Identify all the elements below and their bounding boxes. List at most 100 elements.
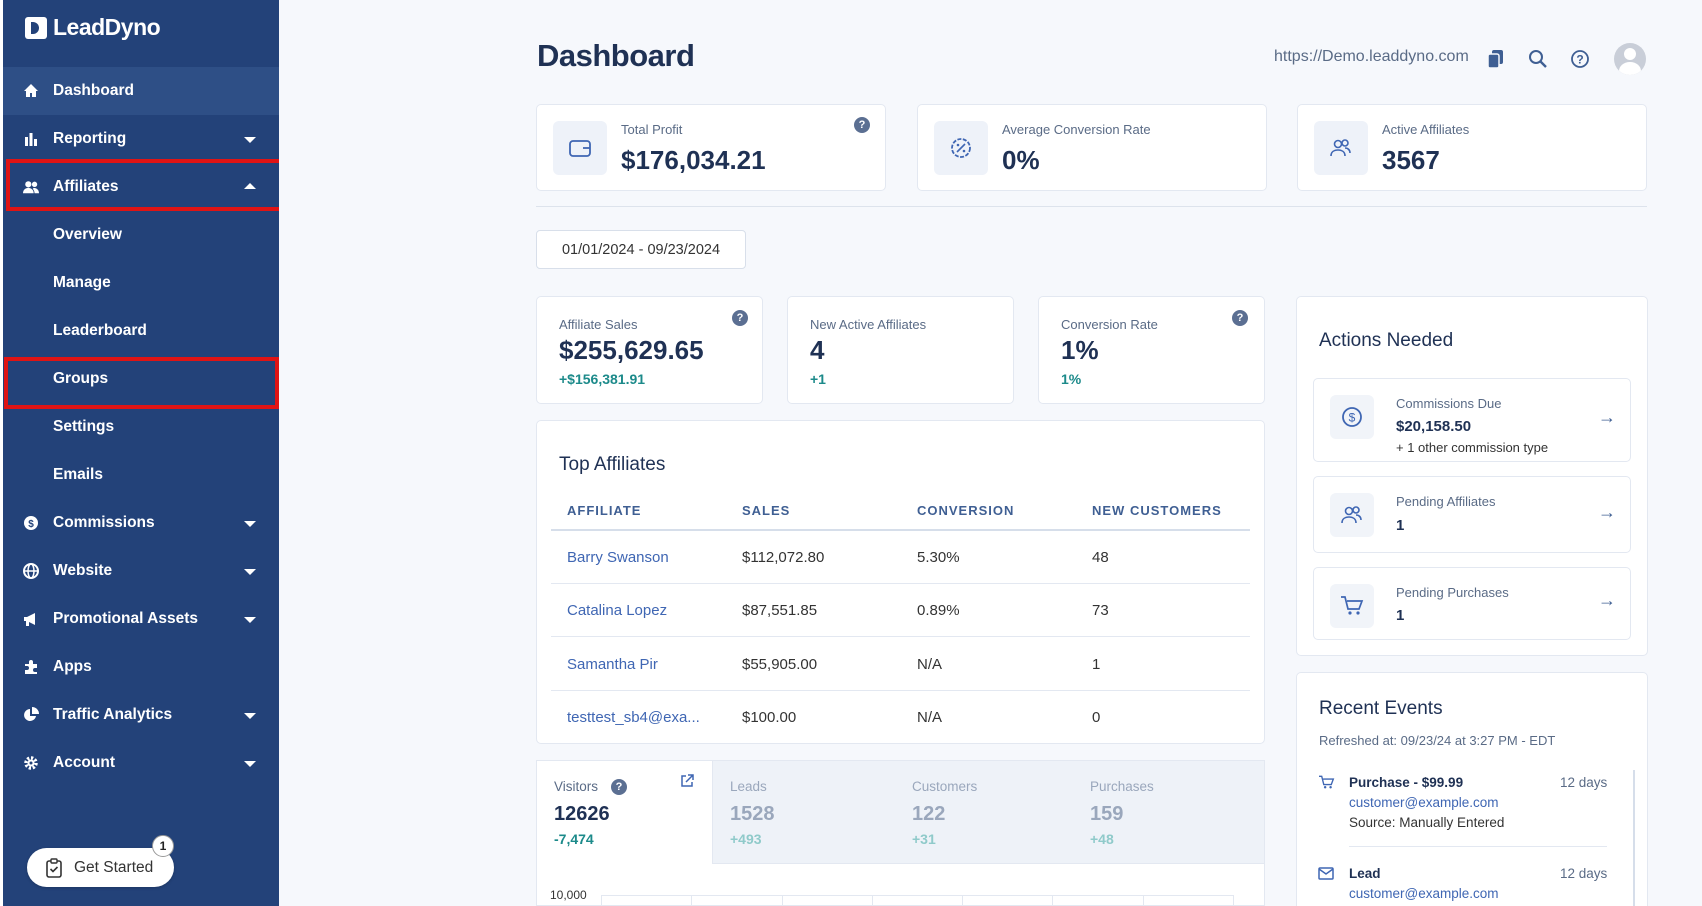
- help-icon[interactable]: ?: [1568, 47, 1592, 71]
- grid-column: [781, 895, 872, 906]
- tab-value: 159: [1090, 803, 1124, 825]
- date-range-picker[interactable]: 01/01/2024 - 09/23/2024: [536, 230, 746, 269]
- metric-change: 1%: [1061, 371, 1082, 387]
- get-started-button[interactable]: Get Started 1: [27, 835, 174, 887]
- row-divider: [551, 690, 1250, 691]
- sidebar-item-promotional-assets[interactable]: Promotional Assets: [3, 595, 279, 643]
- svg-text:$: $: [28, 519, 34, 530]
- metric-change: +1: [810, 371, 826, 387]
- action-subtext: + 1 other commission type: [1396, 440, 1549, 455]
- new-customers-cell: 48: [1092, 549, 1109, 566]
- megaphone-icon: [23, 611, 39, 627]
- metric-label: New Active Affiliates: [810, 317, 927, 332]
- sidebar-item-affiliates[interactable]: Affiliates: [3, 163, 279, 211]
- action-pending-affiliates[interactable]: Pending Affiliates 1 →: [1313, 476, 1631, 553]
- sidebar-subitem-overview[interactable]: Overview: [3, 211, 279, 259]
- action-commissions-due[interactable]: $ Commissions Due $20,158.50 + 1 other c…: [1313, 378, 1631, 462]
- search-icon[interactable]: [1526, 47, 1550, 71]
- chevron-down-icon: [244, 713, 256, 719]
- tab-label: Visitors: [554, 779, 599, 794]
- get-started-label: Get Started: [74, 858, 154, 876]
- event-time: 12 days: [1560, 775, 1608, 790]
- action-label: Commissions Due: [1396, 396, 1502, 411]
- grid-columns: [601, 895, 1234, 906]
- info-icon[interactable]: ?: [1232, 310, 1248, 326]
- metric-label: Affiliate Sales: [559, 317, 638, 332]
- gear-icon: [23, 755, 39, 771]
- sidebar-subitem-leaderboard[interactable]: Leaderboard: [3, 307, 279, 355]
- column-header-affiliate[interactable]: AFFILIATE: [567, 503, 642, 518]
- sidebar-subitem-groups[interactable]: Groups: [3, 355, 279, 403]
- page-title: Dashboard: [537, 38, 695, 73]
- metric-value: $255,629.65: [559, 335, 704, 365]
- scrollbar[interactable]: [1633, 770, 1635, 906]
- sidebar-item-website[interactable]: Website: [3, 547, 279, 595]
- tab-leads[interactable]: Leads 1528 +493: [713, 761, 895, 865]
- event-email-link[interactable]: customer@example.com: [1349, 886, 1499, 901]
- sidebar-item-dashboard[interactable]: Dashboard: [3, 67, 279, 115]
- affiliate-name-link[interactable]: Samantha Pir: [567, 656, 658, 673]
- stat-value: 0%: [1002, 145, 1040, 175]
- cart-icon: [1330, 584, 1374, 628]
- action-pending-purchases[interactable]: Pending Purchases 1 →: [1313, 567, 1631, 640]
- affiliate-name-link[interactable]: testtest_sb4@exa...: [567, 709, 700, 726]
- y-axis-tick: 10,000: [550, 888, 587, 902]
- sidebar-item-label: Reporting: [53, 130, 127, 147]
- metric-value: 1%: [1061, 335, 1099, 365]
- actions-needed-title: Actions Needed: [1319, 330, 1454, 351]
- copy-icon[interactable]: [1484, 47, 1508, 71]
- conversion-cell: N/A: [917, 656, 943, 673]
- event-email-link[interactable]: customer@example.com: [1349, 795, 1499, 810]
- tab-value: 122: [912, 803, 946, 825]
- users-icon: [23, 179, 39, 195]
- external-link-icon[interactable]: [680, 774, 694, 793]
- arrow-right-icon[interactable]: →: [1598, 590, 1616, 610]
- mail-icon: [1318, 867, 1334, 885]
- sidebar-item-commissions[interactable]: $ Commissions: [3, 499, 279, 547]
- users-icon: [1314, 121, 1368, 175]
- stat-label: Average Conversion Rate: [1002, 122, 1151, 137]
- stat-label: Total Profit: [621, 122, 683, 137]
- tab-visitors[interactable]: Visitors ? 12626 -7,474: [537, 761, 713, 865]
- affiliate-name-link[interactable]: Barry Swanson: [567, 549, 669, 566]
- metric-card-affiliate-sales: Affiliate Sales $255,629.65 +$156,381.91…: [536, 296, 763, 404]
- brand-logo[interactable]: LeadDyno: [25, 14, 161, 41]
- sidebar-subitem-emails[interactable]: Emails: [3, 451, 279, 499]
- sales-cell: $100.00: [742, 709, 797, 726]
- avatar[interactable]: [1614, 43, 1646, 75]
- sidebar-item-label: Account: [53, 754, 115, 771]
- sidebar-item-apps[interactable]: Apps: [3, 643, 279, 691]
- tab-label: Customers: [912, 779, 978, 794]
- info-icon[interactable]: ?: [854, 117, 870, 133]
- tab-purchases[interactable]: Purchases 159 +48: [1073, 761, 1266, 865]
- arrow-right-icon[interactable]: →: [1598, 502, 1616, 522]
- sidebar-item-label: Promotional Assets: [53, 610, 198, 627]
- stat-card-active-affiliates: Active Affiliates 3567: [1297, 104, 1647, 191]
- row-divider: [551, 583, 1250, 584]
- grid-line: [601, 895, 1234, 896]
- action-label: Pending Purchases: [1396, 585, 1509, 600]
- sidebar: LeadDyno Dashboard Reporting Affiliates …: [3, 0, 279, 906]
- affiliate-name-link[interactable]: Catalina Lopez: [567, 602, 668, 619]
- sidebar-item-traffic-analytics[interactable]: Traffic Analytics: [3, 691, 279, 739]
- table-header-divider: [551, 529, 1250, 531]
- tab-customers[interactable]: Customers 122 +31: [895, 761, 1073, 865]
- chevron-down-icon: [244, 569, 256, 575]
- tab-value: 12626: [554, 803, 610, 825]
- sidebar-subitem-manage[interactable]: Manage: [3, 259, 279, 307]
- sidebar-item-label: Commissions: [53, 514, 155, 531]
- sidebar-item-account[interactable]: Account: [3, 739, 279, 787]
- brand-name: LeadDyno: [53, 14, 161, 40]
- arrow-right-icon[interactable]: →: [1598, 407, 1616, 427]
- info-icon[interactable]: ?: [732, 310, 748, 326]
- column-header-sales[interactable]: SALES: [742, 503, 791, 518]
- column-header-conversion[interactable]: CONVERSION: [917, 503, 1015, 518]
- sidebar-subitem-settings[interactable]: Settings: [3, 403, 279, 451]
- tab-label: Leads: [730, 779, 767, 794]
- sidebar-item-reporting[interactable]: Reporting: [3, 115, 279, 163]
- sidebar-item-label: Apps: [53, 658, 92, 675]
- column-header-new-customers[interactable]: NEW CUSTOMERS: [1092, 503, 1222, 518]
- info-icon[interactable]: ?: [611, 779, 627, 795]
- site-url-link[interactable]: https://Demo.leaddyno.com: [1274, 48, 1469, 65]
- puzzle-icon: [23, 659, 39, 675]
